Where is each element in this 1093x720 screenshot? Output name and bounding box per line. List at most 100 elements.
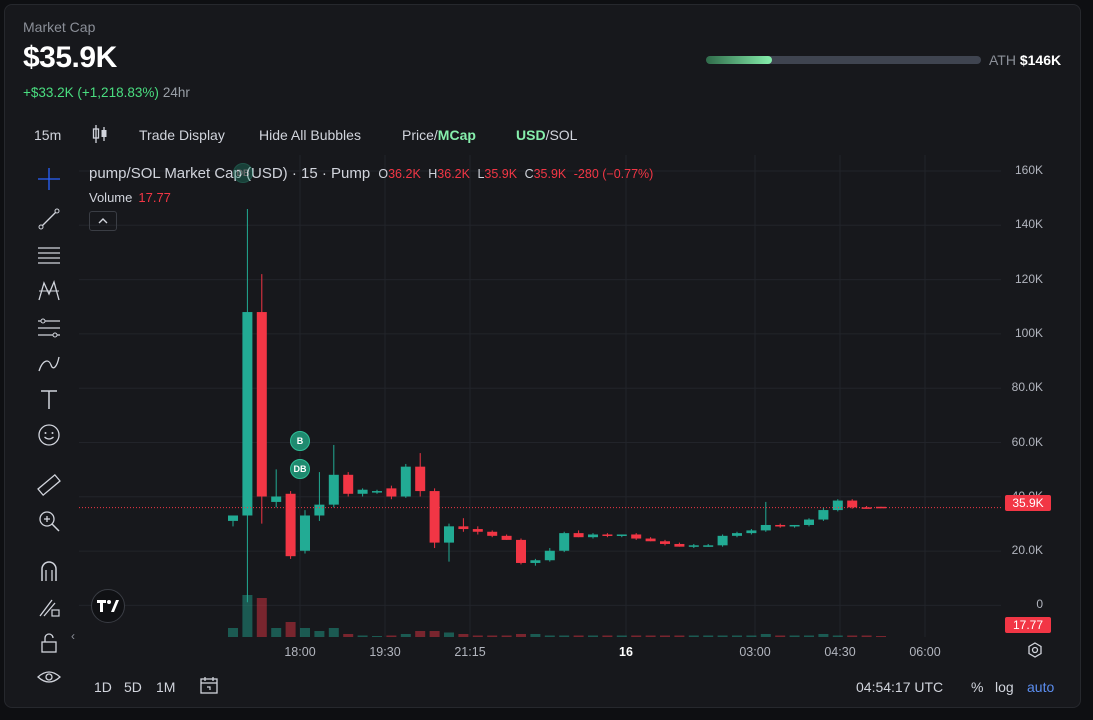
candle-body <box>674 543 685 547</box>
interval-selector[interactable]: 15m <box>34 127 62 143</box>
low-key: L <box>477 167 485 181</box>
candle <box>472 526 483 535</box>
tradingview-logo[interactable] <box>91 589 125 623</box>
clock-readout[interactable]: 04:54:17 UTC <box>856 679 944 695</box>
candle <box>818 507 829 521</box>
candles-icon[interactable] <box>92 124 108 147</box>
candle-body <box>573 533 584 538</box>
buy-marker[interactable]: B <box>290 431 310 451</box>
magnet-icon[interactable] <box>31 557 67 585</box>
trendline-icon[interactable] <box>31 205 67 233</box>
dev-buy-marker[interactable]: DB <box>290 459 310 479</box>
candle-body <box>847 500 858 508</box>
low-value: 35.9K <box>484 167 518 181</box>
volume-bar <box>804 635 814 637</box>
candle-body <box>616 534 627 536</box>
market-cap-value: $35.9K <box>23 41 117 74</box>
settings-icon[interactable] <box>1027 642 1043 663</box>
time-tick: 19:30 <box>369 645 401 659</box>
range-1d-button[interactable]: 1D <box>94 679 112 695</box>
crosshair-icon[interactable] <box>31 165 67 193</box>
price-tick: 20.0K <box>1011 543 1043 558</box>
zoom-icon[interactable] <box>31 507 67 535</box>
volume-bar <box>760 634 771 637</box>
price-tick: 80.0K <box>1011 380 1043 395</box>
candle <box>544 548 555 562</box>
log-toggle[interactable]: log <box>995 679 1014 695</box>
text-icon[interactable] <box>31 385 67 413</box>
current-price-tag: 35.9K <box>1005 495 1051 511</box>
volume-bar <box>228 628 238 637</box>
collapse-legend-button[interactable] <box>89 211 117 231</box>
candle <box>386 485 397 500</box>
usd-sol-toggle[interactable]: USD/SOL <box>516 127 577 143</box>
range-5d-button[interactable]: 5D <box>124 679 142 695</box>
lock-icon[interactable] <box>31 629 67 657</box>
candle <box>530 558 541 566</box>
volume-bar <box>861 635 872 637</box>
hide-bubbles-button[interactable]: Hide All Bubbles <box>259 127 361 143</box>
trade-display-button[interactable]: Trade Display <box>139 127 225 143</box>
price-mcap-toggle[interactable]: Price/MCap <box>402 127 476 143</box>
chevron-left-icon[interactable]: ‹ <box>71 629 75 643</box>
ath-readout: ATH $146K <box>989 52 1061 68</box>
candle-body <box>530 560 541 563</box>
candle <box>559 531 570 553</box>
volume-bar <box>544 635 555 637</box>
range-1m-button[interactable]: 1M <box>156 679 176 695</box>
volume-bar <box>386 635 397 637</box>
fib-icon[interactable] <box>31 241 67 269</box>
eye-icon[interactable] <box>31 663 67 691</box>
change-value-legend: -280 (−0.77%) <box>573 167 654 181</box>
volume-bar <box>357 635 368 637</box>
candle-body <box>631 534 642 539</box>
candle <box>372 489 382 494</box>
candle-body <box>717 535 728 546</box>
volume-value: 17.77 <box>138 190 171 205</box>
candle <box>357 488 368 497</box>
high-value: 36.2K <box>437 167 470 181</box>
emoji-icon[interactable] <box>31 421 67 449</box>
candle <box>717 534 728 547</box>
candle <box>688 543 699 549</box>
forecast-icon[interactable] <box>31 313 67 341</box>
candle <box>775 523 786 528</box>
candle <box>300 510 310 554</box>
candle-body <box>832 500 843 511</box>
candle-body <box>588 534 598 538</box>
ruler-icon[interactable] <box>31 471 67 499</box>
brush-icon[interactable] <box>31 349 67 377</box>
market-cap-change: +$33.2K (+1,218.83%) 24hr <box>23 85 190 100</box>
auto-toggle[interactable]: auto <box>1027 679 1055 695</box>
candle-body <box>703 545 714 547</box>
lock-pencil-icon[interactable] <box>31 593 67 621</box>
price-label: Price/ <box>402 127 438 143</box>
pattern-icon[interactable] <box>31 277 67 305</box>
candle <box>458 518 469 532</box>
bubble-marker-ghost[interactable]: DB <box>233 163 253 183</box>
usd-label: USD <box>516 127 546 143</box>
percent-toggle[interactable]: % <box>971 679 984 695</box>
chart-panel: Market Cap $35.9K +$33.2K (+1,218.83%) 24… <box>4 4 1081 708</box>
candle <box>343 472 354 497</box>
candle-body <box>789 524 800 527</box>
candle <box>847 499 858 509</box>
candle <box>660 539 670 546</box>
volume-bar <box>732 635 742 637</box>
candle <box>285 491 296 559</box>
ath-label: ATH <box>989 52 1016 68</box>
candle-body <box>458 526 469 530</box>
candle <box>588 533 598 539</box>
bottom-bar: 1D 5D 1M 04:54:17 UTC % log auto <box>5 673 1080 701</box>
calendar-icon[interactable] <box>199 675 219 698</box>
volume-bar <box>688 635 699 637</box>
volume-bar <box>674 635 685 637</box>
candle-body <box>645 538 656 542</box>
volume-bar <box>256 598 267 637</box>
candle-body <box>343 474 354 494</box>
candle <box>703 543 714 547</box>
candle <box>573 530 584 538</box>
candlestick-chart[interactable] <box>79 155 1001 637</box>
candle-body <box>300 515 310 551</box>
